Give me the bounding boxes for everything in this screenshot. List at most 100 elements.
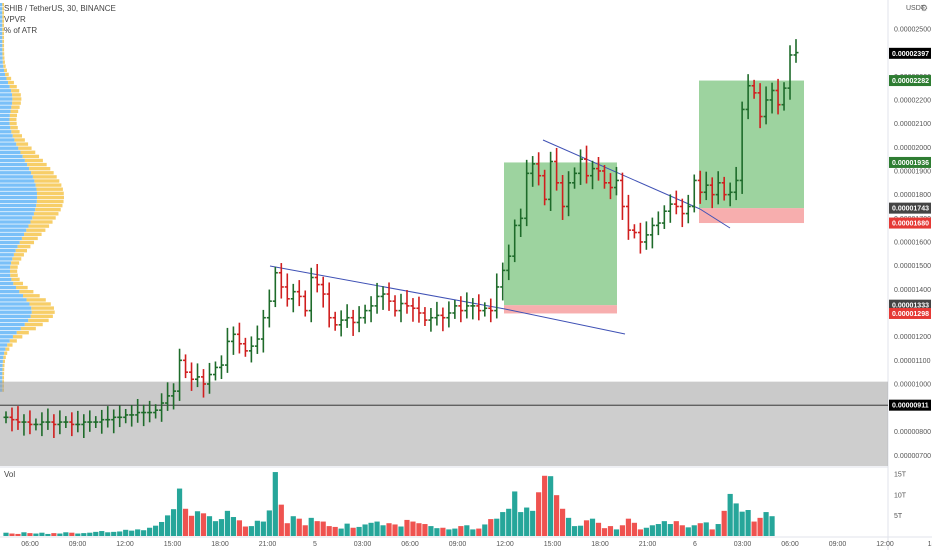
vpvr-row xyxy=(0,195,38,200)
volume-bar xyxy=(326,526,332,536)
vpvr-row xyxy=(33,212,59,216)
price-tick: 0.00002100 xyxy=(894,121,931,128)
time-axis[interactable]: 06:00 09:00 12:00 15:00 18:00 21:00 5 03:00 06:0… xyxy=(21,541,932,548)
vpvr-row xyxy=(0,167,30,171)
vpvr-row xyxy=(31,171,54,175)
ohlc-bar xyxy=(500,262,506,301)
vpvr-row xyxy=(24,158,43,163)
ohlc-bar xyxy=(721,176,727,201)
ohlc-bar xyxy=(141,404,147,427)
ohlc-bar xyxy=(356,306,362,333)
volume-bar xyxy=(410,521,416,536)
vpvr-row xyxy=(31,306,54,310)
volume-bar xyxy=(757,517,763,536)
time-tick: 03:00 xyxy=(734,541,752,548)
price-badge: 0.00001680 xyxy=(889,217,931,229)
time-tick: 6 xyxy=(693,541,697,548)
time-tick: 06:00 xyxy=(21,541,39,548)
vpvr-row xyxy=(12,97,22,101)
ohlc-bar xyxy=(135,398,141,423)
volume-bar xyxy=(524,507,530,536)
price-tick: 0.00001500 xyxy=(894,263,931,270)
volume-bar xyxy=(512,491,518,536)
volume-bar xyxy=(488,519,494,536)
price-badge-label: 0.00001680 xyxy=(892,221,929,228)
vpvr-row xyxy=(24,322,43,327)
vpvr-row xyxy=(0,326,21,331)
volume-bar xyxy=(583,520,590,536)
volume-bar xyxy=(75,533,81,536)
volume-bar xyxy=(548,476,554,536)
ohlc-bar xyxy=(518,208,524,238)
vpvr-row xyxy=(2,35,5,40)
volume-bar xyxy=(571,526,578,536)
price-badge-label: 0.00002397 xyxy=(892,51,929,58)
volume-bar xyxy=(170,509,177,536)
volume-bar xyxy=(697,523,703,536)
ohlc-bar xyxy=(392,295,398,317)
ohlc-bar xyxy=(590,160,596,190)
vpvr-row xyxy=(36,191,64,195)
volume-bar xyxy=(745,510,751,536)
vpvr-row xyxy=(0,11,3,15)
volume-bar xyxy=(332,526,338,536)
volume-bar xyxy=(625,518,632,536)
ohlc-bar xyxy=(488,298,494,323)
vpvr-row xyxy=(0,265,11,269)
vpvr-row xyxy=(24,232,42,236)
vpvr-row xyxy=(0,113,10,118)
stop-zone-2 xyxy=(699,208,804,224)
volume-bar xyxy=(87,532,93,536)
symbol-title[interactable]: SHIB / TetherUS, 30, BINANCE xyxy=(4,4,116,13)
volume-bar xyxy=(266,510,272,536)
vpvr-row xyxy=(2,39,5,44)
vpvr-row xyxy=(0,212,34,216)
vpvr-row xyxy=(36,187,63,191)
vpvr-row xyxy=(0,335,13,339)
volume-bar xyxy=(721,510,727,536)
volume-bar xyxy=(320,521,326,536)
ohlc-bar xyxy=(793,39,799,63)
stop-zone-1 xyxy=(504,305,617,314)
indicator-vpvr[interactable]: VPVR xyxy=(4,15,26,24)
vpvr-row xyxy=(28,224,50,228)
vpvr-row xyxy=(2,19,5,23)
position-zones xyxy=(0,80,888,466)
trendline-1 xyxy=(269,265,506,310)
ohlc-bar xyxy=(691,174,697,213)
vpvr-row xyxy=(0,290,20,294)
ohlc-bar xyxy=(296,280,302,307)
volume-bar xyxy=(362,524,368,536)
volume-label[interactable]: Vol xyxy=(4,470,16,479)
vpvr-row xyxy=(0,306,32,310)
vpvr-row xyxy=(0,261,12,265)
trendline-2 xyxy=(542,139,701,210)
volume-bar xyxy=(649,525,655,536)
price-badge-label: 0.00001743 xyxy=(892,206,929,213)
volume-bar xyxy=(601,528,608,536)
vpvr-row xyxy=(15,249,28,253)
time-tick: 15: xyxy=(928,541,932,548)
ohlc-bar xyxy=(715,171,721,205)
volume-bar xyxy=(159,521,165,536)
vpvr-row xyxy=(0,355,4,359)
ohlc-bar xyxy=(548,151,554,211)
vpvr-row xyxy=(0,372,3,376)
vpvr-row xyxy=(11,89,20,93)
vpvr-row xyxy=(30,314,53,318)
vpvr-row xyxy=(0,158,25,163)
ohlc-bar xyxy=(302,290,308,317)
vpvr-row xyxy=(0,269,10,273)
ohlc-bar xyxy=(129,405,135,427)
ohlc-bar xyxy=(33,418,39,431)
indicator-atr[interactable]: % of ATR xyxy=(4,26,38,35)
time-tick: 06:00 xyxy=(401,541,419,548)
ohlc-bar xyxy=(290,283,296,313)
volume-bar xyxy=(769,516,775,536)
price-axis[interactable]: 0.00000700 0.00000800 0.00001000 0.00001100… xyxy=(889,26,931,460)
gear-icon[interactable]: ⚙ xyxy=(920,3,929,13)
ohlc-bar xyxy=(649,217,655,249)
ohlc-bar xyxy=(601,165,607,189)
ohlc-bar xyxy=(69,412,75,437)
